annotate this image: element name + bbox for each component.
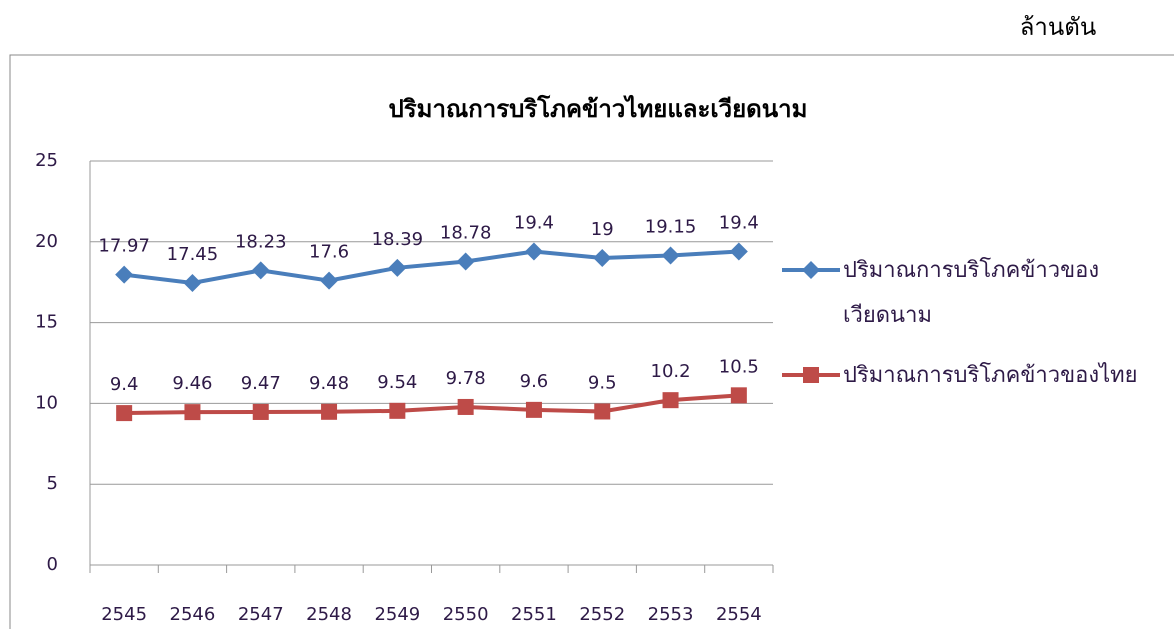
marker <box>457 398 474 415</box>
marker <box>730 387 747 404</box>
marker <box>115 265 134 284</box>
line <box>124 393 739 416</box>
data-label: 10.2 <box>651 361 691 382</box>
marker <box>662 392 679 409</box>
data-label: 17.97 <box>98 236 150 257</box>
y-tick-label: 5 <box>47 473 58 494</box>
marker <box>524 242 543 261</box>
data-label: 10.5 <box>719 356 759 377</box>
y-tick-label: 20 <box>35 231 58 252</box>
y-tick-label: 10 <box>35 392 58 413</box>
marker <box>116 405 133 422</box>
data-label: 9.4 <box>110 374 139 395</box>
x-tick-label: 2547 <box>238 604 284 625</box>
legend-label: ปริมาณการบริโภคข้าวของเวียดนาม <box>843 258 1100 328</box>
marker <box>184 404 201 421</box>
legend-label: ปริมาณการบริโภคข้าวของไทย <box>843 363 1138 388</box>
data-label: 18.78 <box>440 223 492 244</box>
y-tick-label: 15 <box>35 312 58 333</box>
marker <box>525 401 542 418</box>
x-tick-label: 2552 <box>579 604 625 625</box>
data-label: 9.78 <box>446 368 486 389</box>
x-tick-label: 2546 <box>170 604 216 625</box>
line <box>123 249 739 286</box>
marker <box>252 403 269 420</box>
data-label: 19.4 <box>719 212 759 233</box>
data-label: 17.45 <box>167 244 219 265</box>
marker <box>661 246 680 265</box>
x-tick-label: 2554 <box>716 604 762 625</box>
data-label: 18.23 <box>235 231 287 252</box>
unit-label: ล้านตัน <box>1020 13 1097 41</box>
data-label: 17.6 <box>309 242 349 263</box>
data-label: 19 <box>591 219 614 240</box>
data-label: 19.15 <box>645 217 697 238</box>
data-label: 9.47 <box>241 373 281 394</box>
marker <box>183 274 202 293</box>
data-label: 9.54 <box>377 372 417 393</box>
x-tick-label: 2551 <box>511 604 557 625</box>
y-tick-label: 0 <box>47 554 58 575</box>
data-label: 19.4 <box>514 212 554 233</box>
marker <box>389 402 406 419</box>
data-label: 9.46 <box>172 373 212 394</box>
marker <box>321 403 338 420</box>
y-tick-label: 25 <box>35 150 58 171</box>
x-tick-label: 2553 <box>648 604 694 625</box>
x-tick-label: 2550 <box>443 604 489 625</box>
data-label: 9.5 <box>588 372 617 393</box>
marker <box>594 403 611 420</box>
chart-frame <box>9 54 1174 629</box>
marker <box>251 261 270 280</box>
marker <box>388 258 407 277</box>
x-tick-label: 2549 <box>374 604 420 625</box>
marker <box>729 242 748 261</box>
marker <box>593 248 612 267</box>
x-tick-label: 2548 <box>306 604 352 625</box>
data-label: 18.39 <box>372 229 424 250</box>
marker <box>802 261 820 279</box>
data-label: 9.48 <box>309 373 349 394</box>
chart-title: ปริมาณการบริโภคข้าวไทยและเวียดนาม <box>389 94 808 123</box>
data-label: 9.6 <box>520 371 549 392</box>
marker <box>803 367 819 383</box>
marker <box>320 271 339 290</box>
marker <box>456 252 475 271</box>
x-tick-label: 2545 <box>101 604 147 625</box>
